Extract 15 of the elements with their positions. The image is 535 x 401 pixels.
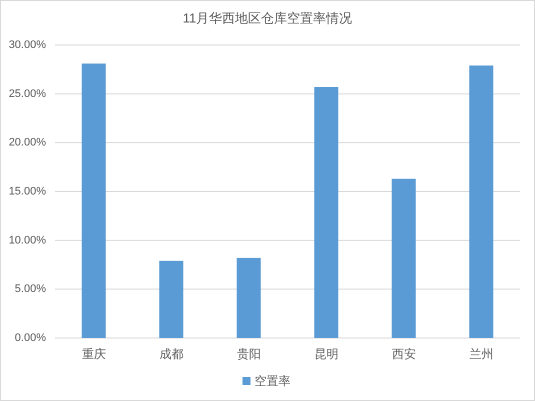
xtick: 西安 xyxy=(392,347,416,361)
xtick: 昆明 xyxy=(314,347,338,361)
xtick: 成都 xyxy=(159,347,184,361)
xtick: 贵阳 xyxy=(236,347,261,361)
ytick: 5.00% xyxy=(14,283,46,296)
xtick: 兰州 xyxy=(469,347,494,361)
ytick: 20.00% xyxy=(8,136,46,149)
xtick: 重庆 xyxy=(82,347,106,361)
ytick: 15.00% xyxy=(8,186,46,198)
ytick: 10.00% xyxy=(8,234,46,246)
title: 11月华西地区仓库空置率情况 xyxy=(182,10,352,26)
legend: 空置率 xyxy=(254,374,290,388)
ytick: 30.00% xyxy=(8,39,46,51)
ytick: 0.00% xyxy=(14,332,46,344)
ytick: 25.00% xyxy=(8,88,46,100)
